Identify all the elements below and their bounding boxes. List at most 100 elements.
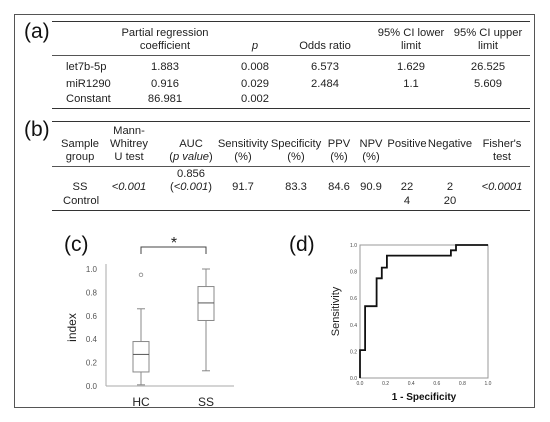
table-a-row-odds: 2.484 xyxy=(311,78,339,90)
table-b-header-pos: Positive xyxy=(387,138,427,150)
table-a-header-ci-lower-2: limit xyxy=(401,40,421,52)
table-b-header-mw-3: U test xyxy=(114,151,144,163)
table-b-header-rule xyxy=(52,166,530,167)
y-tick-label: 0.2 xyxy=(350,349,357,355)
table-b-control-pos: 4 xyxy=(403,195,411,207)
table-b-header-spec-1: Specificity xyxy=(270,138,322,150)
table-b-ss-group: SS xyxy=(72,181,88,193)
x-tick-label: HC xyxy=(132,395,150,409)
y-axis-label: index xyxy=(65,313,79,342)
x-tick-label: 0.6 xyxy=(433,381,440,387)
table-b-top-rule xyxy=(52,121,530,122)
x-tick-label: 0.2 xyxy=(382,381,389,387)
table-a-row-lower: 1.629 xyxy=(397,61,425,73)
table-b-header-auc-1: AUC xyxy=(179,138,203,150)
y-tick-label: 0.6 xyxy=(350,296,357,302)
table-a-row-coef: 86.981 xyxy=(147,93,183,105)
y-tick-label: 0.8 xyxy=(86,288,98,297)
table-b-header-sens-2: (%) xyxy=(234,151,252,163)
table-a-header-ci-lower-1: 95% CI lower xyxy=(377,27,445,39)
table-b-ss-mw: <0.001 xyxy=(111,181,147,193)
x-tick-label: 0.0 xyxy=(357,381,364,387)
box-hc xyxy=(132,341,150,373)
table-a-row-p: 0.008 xyxy=(241,61,269,73)
x-tick-label: 0.4 xyxy=(408,381,415,387)
table-a-row-coef: 1.883 xyxy=(151,61,179,73)
table-a-top-rule xyxy=(52,21,530,22)
y-tick-label: 0.2 xyxy=(86,359,98,368)
x-tick-label: 1.0 xyxy=(485,381,492,387)
table-a-header-ci-upper-1: 95% CI upper xyxy=(453,27,523,39)
table-a-header-rule xyxy=(52,55,530,56)
table-b-header-mw-2: Whitrey xyxy=(110,138,148,150)
table-b-ss-fisher: <0.0001 xyxy=(481,181,523,193)
x-axis-label: 1 - Specificity xyxy=(392,392,457,403)
table-a-row-coef: 0.916 xyxy=(151,78,179,90)
y-tick-label: 0.4 xyxy=(350,323,357,329)
table-b-header-mw-1: Mann- xyxy=(113,125,145,137)
table-b-header-spec-2: (%) xyxy=(287,151,305,163)
y-tick-label: 0.0 xyxy=(350,376,357,382)
table-a-header-p: p xyxy=(251,40,259,52)
table-b-header-npv-1: NPV xyxy=(359,138,383,150)
y-tick-label: 0.8 xyxy=(350,270,357,276)
significance-star: * xyxy=(171,235,177,252)
table-b-control-group: Control xyxy=(63,195,100,207)
table-b-header-ppv-2: (%) xyxy=(330,151,348,163)
box-ss xyxy=(197,286,215,321)
y-tick-label: 0.0 xyxy=(86,382,98,391)
table-b-ss-npv: 90.9 xyxy=(360,181,382,193)
table-b-header-neg: Negative xyxy=(427,138,473,150)
roc-curve-line xyxy=(359,244,488,378)
table-b-ss-ppv: 84.6 xyxy=(328,181,350,193)
table-b-control-neg: 20 xyxy=(443,195,457,207)
significance-bracket xyxy=(140,246,207,254)
table-a-header-coef-2: coefficient xyxy=(139,40,191,52)
table-a-header-coef-1: Partial regression xyxy=(121,27,209,39)
table-a-row-p: 0.002 xyxy=(241,93,269,105)
x-tick-label: SS xyxy=(198,395,214,409)
table-b-ss-pos: 22 xyxy=(400,181,414,193)
table-b-header-group-1: Sample xyxy=(61,138,99,150)
table-b-header-auc-2: (p value) xyxy=(169,151,213,163)
table-b-ss-sens: 91.7 xyxy=(232,181,254,193)
table-a-header-ci-upper-2: limit xyxy=(478,40,498,52)
table-b-header-fisher-2: test xyxy=(492,151,512,163)
table-b-ss-auc-1: 0.856 xyxy=(177,168,205,180)
figure-frame xyxy=(14,14,535,408)
table-a-row-name: Constant xyxy=(66,93,111,105)
table-a-bottom-rule xyxy=(52,108,530,109)
table-b-header-group-2: group xyxy=(65,151,95,163)
x-tick-label: 0.8 xyxy=(459,381,466,387)
table-a-row-lower: 1.1 xyxy=(403,78,419,90)
panel-label-a: (a) xyxy=(24,20,50,43)
table-a-row-name: miR1290 xyxy=(66,78,111,90)
table-b-ss-neg: 2 xyxy=(446,181,454,193)
panel-label-d: (d) xyxy=(289,233,315,256)
y-tick-label: 1.0 xyxy=(86,265,98,274)
table-a-row-name: let7b-5p xyxy=(66,61,107,73)
y-axis-label: Sensitivity xyxy=(330,286,342,336)
table-a-row-odds: 6.573 xyxy=(311,61,339,73)
panel-label-c: (c) xyxy=(64,233,89,256)
table-b-ss-spec: 83.3 xyxy=(285,181,307,193)
table-b-header-npv-2: (%) xyxy=(362,151,380,163)
panel-label-b: (b) xyxy=(24,118,50,141)
y-tick-label: 0.4 xyxy=(86,335,98,344)
table-b-bottom-rule xyxy=(52,210,530,211)
table-b-ss-auc-2: (<0.001) xyxy=(170,181,212,193)
plot-area-border xyxy=(359,244,489,379)
y-tick-label: 0.6 xyxy=(86,312,98,321)
table-a-row-p: 0.029 xyxy=(241,78,269,90)
table-b-header-ppv-1: PPV xyxy=(327,138,351,150)
table-a-row-upper: 5.609 xyxy=(474,78,502,90)
table-b-header-sens-1: Sensitivity xyxy=(217,138,269,150)
y-tick-label: 1.0 xyxy=(350,243,357,249)
table-b-header-fisher-1: Fisher's xyxy=(482,138,522,150)
table-a-row-upper: 26.525 xyxy=(470,61,506,73)
table-a-header-odds: Odds ratio xyxy=(299,40,351,52)
outlier-point xyxy=(138,272,144,278)
